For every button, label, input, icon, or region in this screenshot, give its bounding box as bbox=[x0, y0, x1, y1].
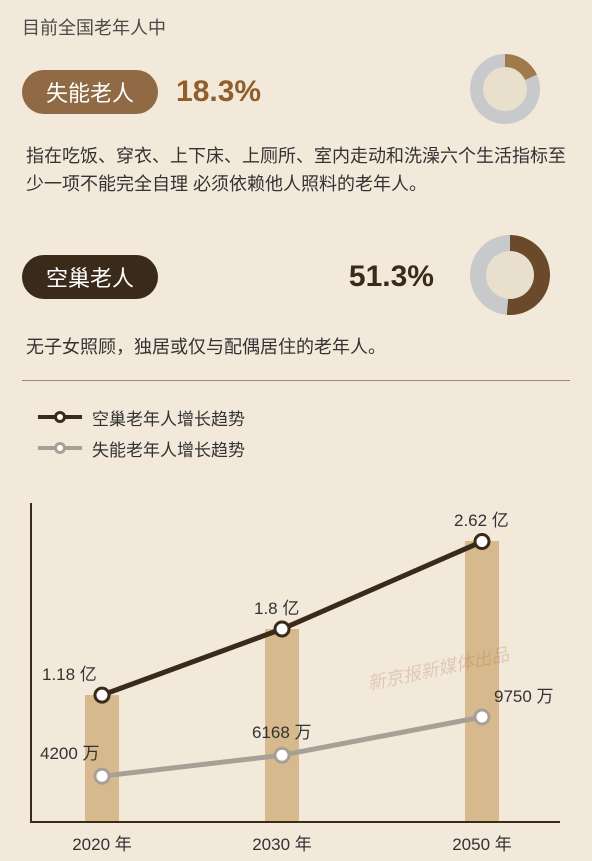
legend-series2-label: 失能老年人增长趋势 bbox=[92, 436, 245, 461]
series2-marker bbox=[95, 769, 109, 783]
series1-value-label: 1.8 亿 bbox=[254, 594, 299, 619]
stat-disabled-desc: 指在吃饭、穿衣、上下床、上厕所、室内走动和洗澡六个生活指标至少一项不能完全自理 … bbox=[0, 137, 592, 213]
stat-disabled-donut bbox=[470, 54, 540, 129]
series2-value-label: 4200 万 bbox=[40, 739, 100, 764]
series2-value-label: 9750 万 bbox=[494, 682, 554, 707]
stat-emptynest-row: 空巢老人 51.3% bbox=[0, 231, 592, 328]
stat-disabled-percent: 18.3% bbox=[176, 75, 261, 109]
divider-line bbox=[22, 380, 570, 381]
series2-marker bbox=[275, 748, 289, 762]
legend-series1: 空巢老年人增长趋势 bbox=[38, 405, 592, 430]
x-axis-line bbox=[30, 821, 560, 823]
series1-value-label: 1.18 亿 bbox=[42, 660, 97, 685]
stat-disabled-pill: 失能老人 bbox=[22, 70, 158, 114]
stat-disabled-row: 失能老人 18.3% bbox=[0, 50, 592, 137]
chart-legend: 空巢老年人增长趋势 失能老年人增长趋势 bbox=[0, 395, 592, 471]
series1-marker bbox=[475, 534, 489, 548]
stat-emptynest-pill: 空巢老人 bbox=[22, 255, 158, 299]
series1-marker bbox=[275, 622, 289, 636]
stat-emptynest-donut bbox=[470, 235, 550, 320]
trend-chart: 2020 年 2030 年 2050 年 1.18 亿 1.8 亿 2.62 亿 4200 … bbox=[22, 471, 570, 861]
x-axis-label: 2020 年 bbox=[62, 830, 142, 855]
x-axis-label: 2050 年 bbox=[442, 830, 522, 855]
series2-marker bbox=[475, 710, 489, 724]
series2-value-label: 6168 万 bbox=[252, 718, 312, 743]
legend-series1-label: 空巢老年人增长趋势 bbox=[92, 405, 245, 430]
legend-series2: 失能老年人增长趋势 bbox=[38, 436, 592, 461]
series1-marker bbox=[95, 688, 109, 702]
stat-emptynest-desc: 无子女照顾，独居或仅与配偶居住的老年人。 bbox=[0, 328, 592, 376]
stat-emptynest-percent: 51.3% bbox=[349, 260, 434, 294]
series1-value-label: 2.62 亿 bbox=[454, 506, 509, 531]
section-header: 目前全国老年人中 bbox=[0, 0, 592, 50]
x-axis-label: 2030 年 bbox=[242, 830, 322, 855]
